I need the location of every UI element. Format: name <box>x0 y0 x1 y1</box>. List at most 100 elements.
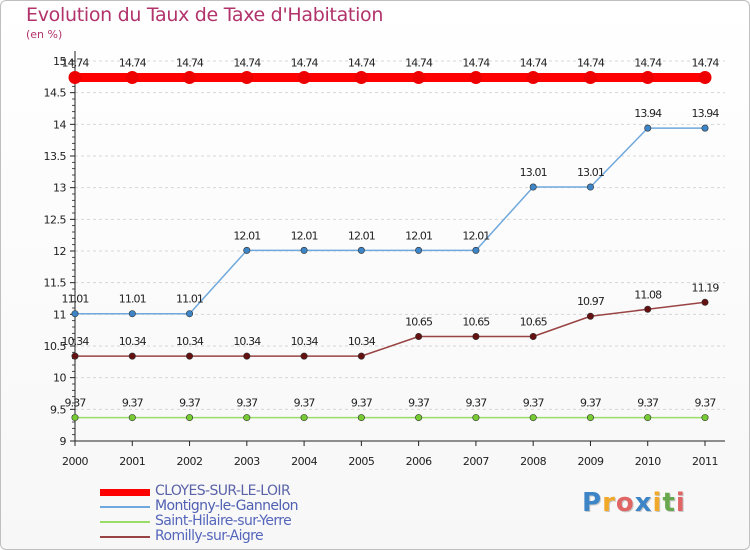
legend-swatch <box>100 536 150 538</box>
data-label: 9.37 <box>523 397 545 410</box>
x-tick-label: 2000 <box>62 455 88 468</box>
y-tick-label: 10.5 <box>44 340 67 353</box>
data-point <box>415 414 423 422</box>
legend: CLOYES-SUR-LE-LOIR Montigny-le-Gannelon Sa… <box>100 483 420 544</box>
data-label: 9.37 <box>580 397 602 410</box>
data-point <box>186 414 194 422</box>
data-point <box>68 70 82 84</box>
logo-letter: x <box>634 488 653 518</box>
data-label: 14.74 <box>119 56 147 69</box>
data-point <box>240 70 254 84</box>
data-point <box>644 305 652 313</box>
data-point <box>529 183 537 191</box>
data-point <box>71 414 79 422</box>
data-label: 13.01 <box>520 166 547 179</box>
data-point <box>469 70 483 84</box>
series-line-3 <box>75 301 706 357</box>
data-label: 10.34 <box>233 335 261 348</box>
data-label: 10.34 <box>348 335 376 348</box>
legend-item: Romilly-sur-Aigre <box>100 528 420 544</box>
x-tick-label: 2003 <box>234 455 260 468</box>
data-point <box>701 124 709 132</box>
data-point <box>701 298 709 306</box>
data-label: 14.74 <box>692 56 720 69</box>
data-label: 14.74 <box>62 56 90 69</box>
y-tick-label: 14 <box>53 118 66 131</box>
y-tick-label: 11.5 <box>44 277 67 290</box>
data-label: 11.08 <box>634 288 662 301</box>
logo-letter: P <box>582 488 603 518</box>
data-point <box>354 70 368 84</box>
data-point <box>583 70 597 84</box>
data-label: 14.74 <box>520 56 548 69</box>
legend-swatch <box>100 506 150 508</box>
y-tick-label: 12.5 <box>44 213 67 226</box>
data-point <box>357 414 365 422</box>
data-point <box>472 332 480 340</box>
data-point <box>243 246 251 254</box>
data-label: 10.65 <box>405 316 433 329</box>
data-point <box>128 414 136 422</box>
data-label: 10.34 <box>291 335 319 348</box>
data-point <box>71 352 79 360</box>
x-tick-label: 2008 <box>520 455 546 468</box>
data-label: 14.74 <box>462 56 490 69</box>
data-label: 14.74 <box>634 56 662 69</box>
logo-letter: i <box>652 488 663 518</box>
logo-letter: t <box>662 488 676 518</box>
data-point <box>357 246 365 254</box>
data-label: 11.01 <box>62 293 89 306</box>
legend-swatch <box>100 488 150 496</box>
legend-label: Romilly-sur-Aigre <box>155 528 264 544</box>
data-point <box>415 246 423 254</box>
data-point <box>125 70 139 84</box>
data-point <box>586 414 594 422</box>
data-point <box>186 310 194 318</box>
logo-letter: i <box>675 488 686 518</box>
y-tick-label: 9 <box>60 435 67 448</box>
data-label: 14.74 <box>405 56 433 69</box>
legend-item: CLOYES-SUR-LE-LOIR <box>100 483 420 499</box>
chart-unit-label: (en %) <box>26 28 63 41</box>
data-label: 11.01 <box>176 293 203 306</box>
y-tick-label: 9.5 <box>50 403 66 416</box>
x-tick-label: 2009 <box>577 455 603 468</box>
data-label: 12.01 <box>348 229 375 242</box>
data-point <box>243 414 251 422</box>
data-label: 10.65 <box>462 316 490 329</box>
x-tick-label: 2005 <box>348 455 374 468</box>
x-tick-label: 2001 <box>119 455 145 468</box>
legend-swatch <box>100 521 150 523</box>
data-label: 9.37 <box>294 397 316 410</box>
data-point <box>412 70 426 84</box>
data-point <box>300 352 308 360</box>
y-tick-label: 13.5 <box>44 150 67 163</box>
data-point <box>472 246 480 254</box>
data-label: 11.01 <box>119 293 146 306</box>
data-point <box>526 70 540 84</box>
data-labels: 10.34 10.34 10.34 10.34 10.34 10.34 10.65 10.65… <box>62 56 721 410</box>
legend-label: Montigny-le-Gannelon <box>155 498 299 514</box>
legend-item: Montigny-le-Gannelon <box>100 498 420 514</box>
x-tick-label: 2007 <box>463 455 489 468</box>
series-lines <box>68 70 712 422</box>
data-point <box>300 246 308 254</box>
data-point <box>641 70 655 84</box>
data-point <box>186 352 194 360</box>
data-label: 9.37 <box>122 397 144 410</box>
data-point <box>586 183 594 191</box>
data-label: 12.01 <box>405 229 432 242</box>
y-tick-label: 10 <box>53 372 66 385</box>
data-point <box>644 124 652 132</box>
data-label: 9.37 <box>65 397 87 410</box>
data-point <box>529 332 537 340</box>
data-point <box>183 70 197 84</box>
series-line-1 <box>75 127 705 315</box>
data-point <box>300 414 308 422</box>
data-label: 9.37 <box>637 397 659 410</box>
y-tick-label: 11 <box>53 308 66 321</box>
data-point <box>71 310 79 318</box>
data-label: 10.65 <box>520 316 548 329</box>
data-label: 10.34 <box>176 335 204 348</box>
data-point <box>698 70 712 84</box>
